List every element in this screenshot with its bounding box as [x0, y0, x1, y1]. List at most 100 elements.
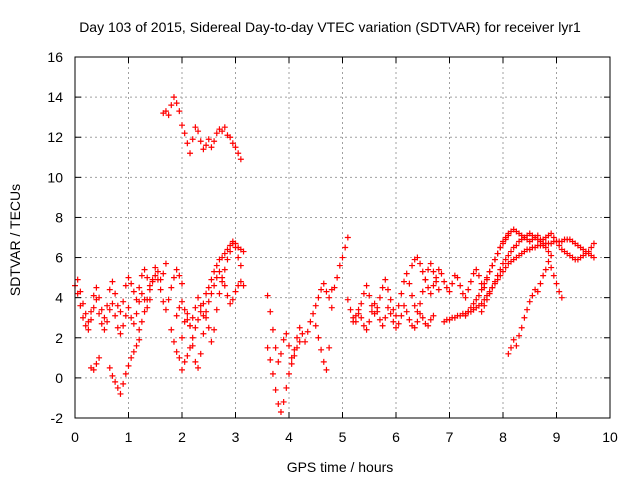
data-point [326, 344, 333, 351]
data-point [235, 282, 242, 289]
data-point [384, 304, 391, 311]
data-point [513, 242, 520, 249]
data-point [347, 306, 354, 313]
data-point [462, 312, 469, 319]
data-point [122, 282, 129, 289]
data-point [96, 354, 103, 361]
data-point [425, 284, 432, 291]
data-point [502, 234, 509, 241]
data-point [467, 304, 474, 311]
data-point [195, 316, 202, 323]
data-point [213, 262, 220, 269]
data-point [371, 300, 378, 307]
data-point [425, 266, 432, 273]
data-point [112, 378, 119, 385]
data-point [516, 332, 523, 339]
data-point [90, 304, 97, 311]
data-point [197, 138, 204, 145]
data-point [422, 276, 429, 283]
data-point [229, 140, 236, 147]
chart-title: Day 103 of 2015, Sidereal Day-to-day VTE… [79, 19, 581, 35]
data-point [112, 290, 119, 297]
data-point [336, 262, 343, 269]
series-arc-f [160, 94, 244, 163]
data-point [478, 286, 485, 293]
data-point [216, 290, 223, 297]
data-point [360, 290, 367, 297]
data-point [277, 408, 284, 415]
data-point [344, 234, 351, 241]
data-point [358, 314, 365, 321]
data-point [235, 254, 242, 261]
data-point [106, 306, 113, 313]
data-point [128, 354, 135, 361]
data-point [211, 282, 218, 289]
data-point [417, 300, 424, 307]
data-point [548, 252, 555, 259]
data-point [457, 282, 464, 289]
data-point [331, 284, 338, 291]
data-point [181, 306, 188, 313]
data-point [318, 286, 325, 293]
data-point [350, 318, 357, 325]
data-point [548, 230, 555, 237]
data-point [489, 262, 496, 269]
data-point [409, 262, 416, 269]
data-point [344, 296, 351, 303]
data-point [473, 266, 480, 273]
data-point [114, 384, 121, 391]
data-point [307, 318, 314, 325]
series-arc-k [264, 338, 303, 415]
data-point [157, 286, 164, 293]
data-point [556, 242, 563, 249]
data-point [208, 144, 215, 151]
data-point [181, 358, 188, 365]
data-point [176, 304, 183, 311]
data-point [179, 122, 185, 129]
data-point [219, 254, 226, 261]
data-point [192, 358, 199, 365]
data-point [189, 314, 196, 321]
data-point [508, 248, 515, 255]
data-point [312, 302, 319, 309]
data-point [125, 274, 132, 281]
data-point [294, 344, 301, 351]
data-point [74, 276, 81, 283]
data-point [296, 338, 303, 345]
x-tick-label: 4 [285, 429, 293, 445]
data-point [208, 276, 215, 283]
data-point [211, 138, 218, 145]
data-point [141, 308, 148, 315]
data-point [146, 286, 153, 293]
data-point [363, 282, 370, 289]
data-point [120, 380, 127, 387]
data-point [425, 322, 432, 329]
data-point [267, 356, 274, 363]
data-point [170, 274, 177, 281]
data-point [502, 264, 509, 271]
data-point [106, 286, 113, 293]
data-point [133, 310, 140, 317]
x-tick-label: 10 [602, 429, 618, 445]
data-point [481, 302, 488, 309]
data-point [176, 354, 183, 361]
data-point [117, 330, 124, 337]
data-point [197, 308, 204, 315]
data-point [529, 292, 536, 299]
data-point [104, 318, 111, 325]
data-point [465, 308, 472, 315]
data-point [138, 272, 145, 279]
data-point [590, 240, 597, 247]
data-point [229, 296, 236, 303]
data-point [98, 306, 105, 313]
data-point [542, 244, 549, 251]
data-point [304, 328, 311, 335]
data-point [376, 316, 383, 323]
data-point [264, 344, 271, 351]
data-point [130, 288, 137, 295]
data-point [221, 124, 228, 131]
grid-lines [75, 57, 610, 418]
data-point [363, 326, 370, 333]
data-point [406, 316, 413, 323]
data-point [168, 284, 175, 291]
